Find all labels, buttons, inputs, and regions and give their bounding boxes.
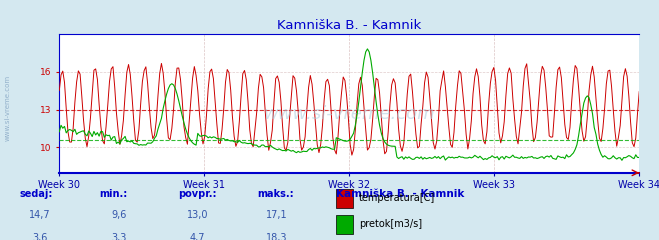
Text: maks.:: maks.: — [257, 189, 294, 199]
Text: sedaj:: sedaj: — [20, 189, 53, 199]
FancyBboxPatch shape — [336, 189, 353, 208]
Text: 4,7: 4,7 — [190, 233, 206, 240]
Text: min.:: min.: — [99, 189, 127, 199]
Text: Kamniška B. - Kamnik: Kamniška B. - Kamnik — [336, 189, 465, 199]
Text: 3,6: 3,6 — [32, 233, 47, 240]
FancyBboxPatch shape — [336, 215, 353, 234]
Text: 17,1: 17,1 — [266, 210, 287, 220]
Text: 9,6: 9,6 — [111, 210, 127, 220]
Text: www.si-vreme.com: www.si-vreme.com — [264, 105, 435, 123]
Text: 18,3: 18,3 — [266, 233, 287, 240]
Text: 13,0: 13,0 — [187, 210, 208, 220]
Text: povpr.:: povpr.: — [178, 189, 216, 199]
Text: temperatura[C]: temperatura[C] — [359, 193, 436, 203]
Text: 14,7: 14,7 — [29, 210, 50, 220]
Text: pretok[m3/s]: pretok[m3/s] — [359, 219, 422, 229]
Text: 3,3: 3,3 — [111, 233, 127, 240]
Title: Kamniška B. - Kamnik: Kamniška B. - Kamnik — [277, 19, 421, 32]
Text: www.si-vreme.com: www.si-vreme.com — [5, 75, 11, 141]
